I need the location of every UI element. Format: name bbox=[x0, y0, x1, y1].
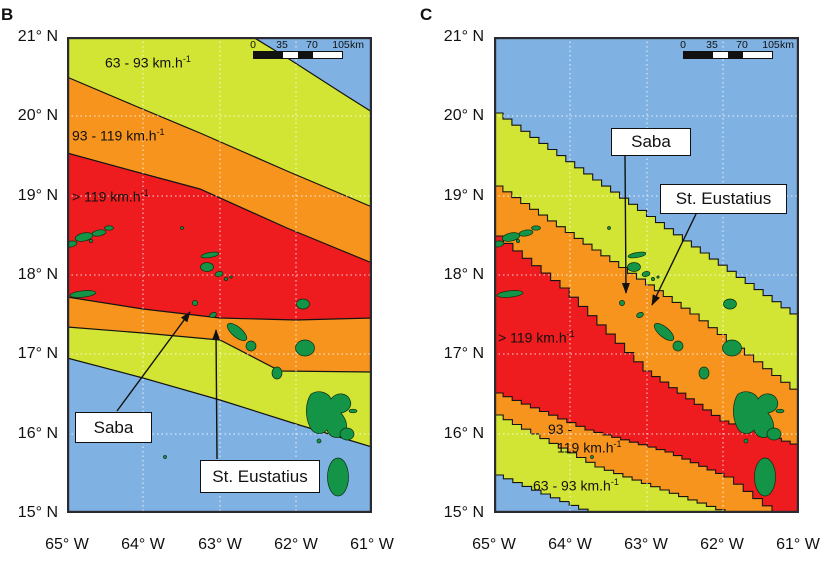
scale-tick: 35 bbox=[276, 39, 288, 51]
lat-label-21n-b: 21° N bbox=[17, 28, 58, 45]
lon-label-65w-b: 65° W bbox=[45, 536, 89, 553]
map-c-svg bbox=[494, 37, 799, 513]
lat-label-21n-c: 21° N bbox=[443, 28, 484, 45]
scale-tick: 70 bbox=[306, 39, 318, 51]
lon-label-62w-c: 62° W bbox=[700, 536, 744, 553]
zone-label-gt-119-b: > 119 km.h-1 bbox=[72, 188, 149, 205]
st-eustatius-callout-c: St. Eustatius bbox=[660, 184, 787, 214]
saba-arrow-b bbox=[116, 311, 191, 412]
map-frame-b bbox=[67, 37, 372, 513]
scale-unit: km bbox=[780, 39, 794, 51]
lat-label-20n-c: 20° N bbox=[443, 107, 484, 124]
st-eustatius-arrow-c bbox=[651, 213, 697, 306]
st-eustatius-arrow-b bbox=[212, 329, 221, 460]
st-eustatius-callout-b: St. Eustatius bbox=[200, 460, 320, 493]
saba-arrow-c bbox=[621, 155, 630, 294]
lat-label-17n-c: 17° N bbox=[443, 345, 484, 362]
lon-label-62w-b: 62° W bbox=[274, 536, 318, 553]
lat-label-15n-b: 15° N bbox=[17, 504, 58, 521]
zone-label-63-93-b: 63 - 93 km.h-1 bbox=[105, 54, 191, 71]
lon-label-64w-c: 64° W bbox=[548, 536, 592, 553]
map-panel-c: 0 35 70 105 km > 119 km.h-1 93 - 119 km.… bbox=[494, 37, 799, 513]
lat-label-16n-c: 16° N bbox=[443, 425, 484, 442]
lat-label-18n-b: 18° N bbox=[17, 266, 58, 283]
scale-unit: km bbox=[350, 39, 364, 51]
scale-tick: 70 bbox=[736, 39, 748, 51]
scale-tick: 35 bbox=[706, 39, 718, 51]
lat-label-16n-b: 16° N bbox=[17, 425, 58, 442]
scale-bar-b: 0 35 70 105 km bbox=[250, 39, 373, 61]
graticule-c bbox=[494, 37, 799, 513]
scale-bar-c: 0 35 70 105 km bbox=[680, 39, 803, 61]
zone-label-93-119-b: 93 - 119 km.h-1 bbox=[72, 127, 165, 144]
zone-label-gt-119-c: > 119 km.h-1 bbox=[498, 329, 575, 346]
saba-callout-c: Saba bbox=[611, 128, 691, 156]
annotation-arrows-c bbox=[621, 155, 697, 306]
lon-label-61w-c: 61° W bbox=[776, 536, 820, 553]
scale-bar-segments bbox=[253, 51, 343, 59]
lon-label-63w-b: 63° W bbox=[198, 536, 242, 553]
lat-label-19n-c: 19° N bbox=[443, 187, 484, 204]
wind-band-63-93-lower bbox=[494, 414, 726, 513]
panel-c-letter: C bbox=[420, 5, 433, 24]
saba-callout-b: Saba bbox=[75, 412, 152, 443]
scale-bar-segments bbox=[683, 51, 773, 59]
lat-label-19n-b: 19° N bbox=[17, 187, 58, 204]
lat-label-15n-c: 15° N bbox=[443, 504, 484, 521]
lon-label-61w-b: 61° W bbox=[350, 536, 394, 553]
scale-tick: 105 bbox=[332, 39, 350, 51]
map-panel-b: 0 35 70 105 km 63 - 93 km.h-1 93 - 119 k… bbox=[67, 37, 372, 513]
panel-b-letter: B bbox=[1, 5, 14, 24]
scale-tick: 0 bbox=[680, 39, 686, 51]
zone-label-93-119-c: 93 - 119 km.h-1 bbox=[548, 421, 622, 456]
lon-label-64w-b: 64° W bbox=[121, 536, 165, 553]
lat-label-20n-b: 20° N bbox=[17, 107, 58, 124]
lon-label-63w-c: 63° W bbox=[624, 536, 668, 553]
lon-label-65w-c: 65° W bbox=[472, 536, 516, 553]
zone-label-63-93-c: 63 - 93 km.h-1 bbox=[533, 477, 619, 494]
map-frame-c bbox=[494, 37, 799, 513]
scale-tick: 0 bbox=[250, 39, 256, 51]
annotation-arrows-b bbox=[116, 311, 221, 460]
ocean-lower bbox=[494, 474, 589, 513]
scale-tick: 105 bbox=[762, 39, 780, 51]
lat-label-18n-c: 18° N bbox=[443, 266, 484, 283]
lat-label-17n-b: 17° N bbox=[17, 345, 58, 362]
